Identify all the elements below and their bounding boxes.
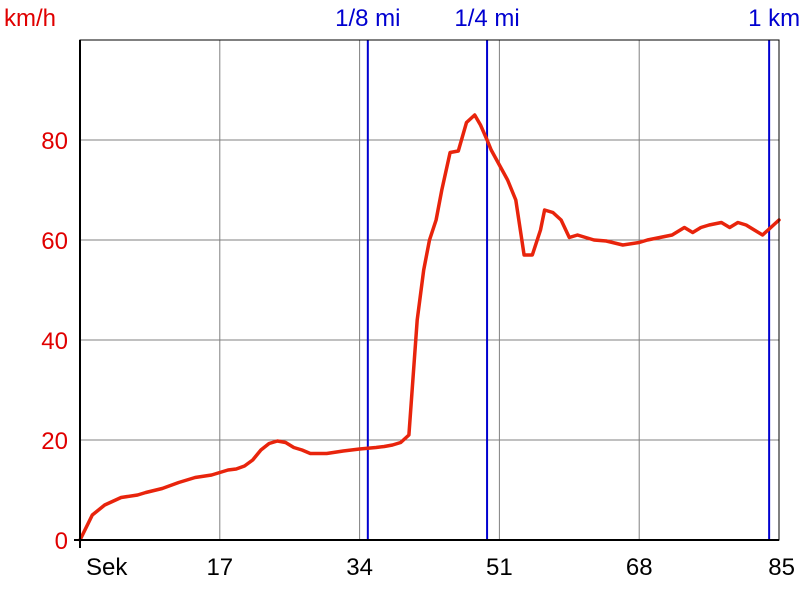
x-tick-label: 51 [486,554,513,581]
y-tick-label: 20 [41,428,68,455]
series-layer [78,113,781,542]
distance-marker-label: 1 km [748,5,800,32]
y-tick-label: 40 [41,328,68,355]
axis-labels: 0 20 40 60 80 17 34 51 68 85 Sek km/h 1/8 mi 1/4 mi 1 … [4,5,800,581]
y-axis-label: km/h [4,5,56,32]
x-tick-label: 85 [768,554,795,581]
x-tick-label: 34 [346,554,373,581]
distance-markers [366,40,771,540]
x-axis-label: Sek [86,554,128,581]
distance-marker-label: 1/8 mi [335,5,400,32]
y-tick-label: 60 [41,228,68,255]
x-tick-label: 17 [206,554,233,581]
plot-frame [74,39,780,548]
distance-marker-label: 1/4 mi [454,5,519,32]
speed-series-line [78,113,781,542]
y-tick-label: 80 [41,128,68,155]
grid [80,39,780,540]
plot-border [79,39,780,541]
y-tick-label: 0 [55,528,68,555]
x-tick-label: 68 [626,554,653,581]
